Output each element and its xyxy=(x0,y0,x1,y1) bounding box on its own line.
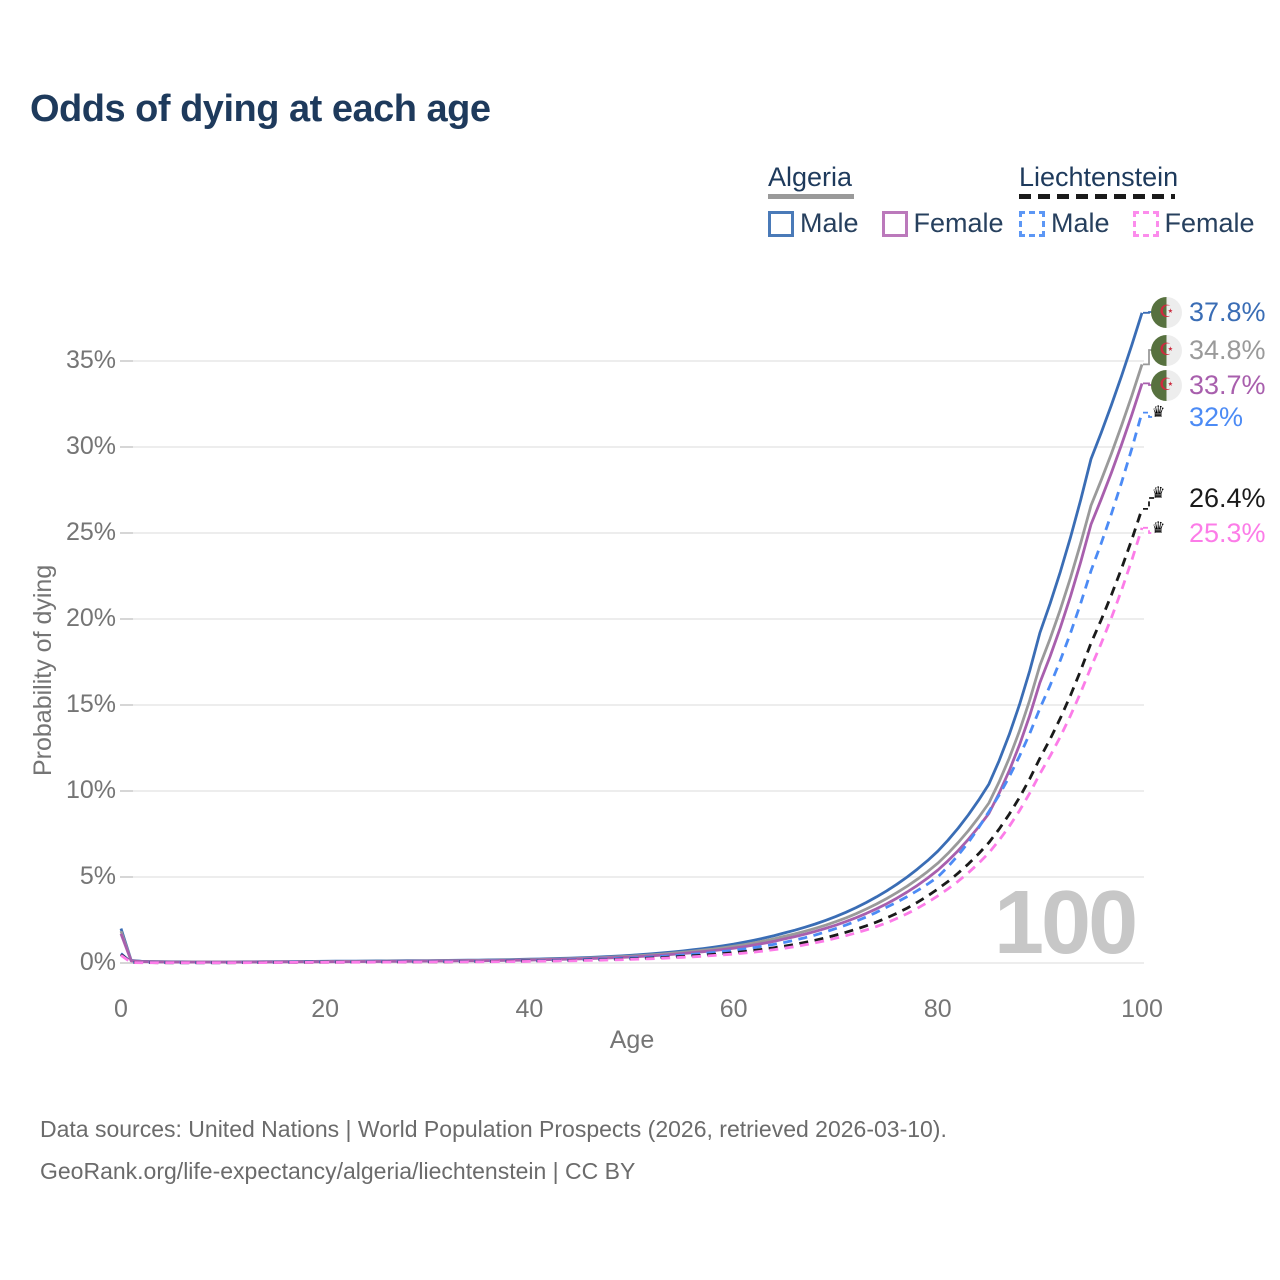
algeria-flag-icon: ☪ xyxy=(1151,296,1182,328)
y-tick-label: 15% xyxy=(65,690,116,718)
crown-icon: ♛ xyxy=(1151,484,1166,502)
series-end-label: ☪ 34.8% xyxy=(1151,334,1266,366)
x-tick-label: 20 xyxy=(311,995,340,1023)
legend-swatch-liechtenstein-male xyxy=(1019,210,1045,237)
x-axis-title: Age xyxy=(609,1026,655,1054)
legend-item-label: Female xyxy=(1164,208,1255,238)
y-tick-label: 20% xyxy=(65,604,116,632)
series-end-label: ☪ 37.8% xyxy=(1151,296,1266,328)
series-end-label: ♛ 25.3% xyxy=(1151,517,1266,549)
algeria-flag-icon: ☪ xyxy=(1151,334,1182,366)
liechtenstein-flag-icon: ♛ xyxy=(1151,402,1182,433)
page-title: Odds of dying at each age xyxy=(30,88,491,130)
legend-swatch-liechtenstein-female xyxy=(1132,210,1159,237)
legend-group-algeria-title: Algeria xyxy=(768,162,853,192)
algeria-flag-icon: ☪ xyxy=(1151,369,1182,401)
end-value-label: 26.4% xyxy=(1189,482,1266,513)
crescent-star-icon: ☪ xyxy=(1158,374,1175,394)
y-tick-label: 25% xyxy=(65,518,116,546)
x-tick-label: 100 xyxy=(1121,995,1163,1023)
crescent-star-icon: ☪ xyxy=(1158,301,1175,321)
legend-item-liechtenstein-female[interactable]: Female xyxy=(1132,208,1255,239)
data-source-line: Data sources: United Nations | World Pop… xyxy=(40,1116,947,1142)
legend-item-label: Female xyxy=(913,208,1004,238)
y-tick-label: 35% xyxy=(65,346,116,374)
y-axis-title: Probability of dying xyxy=(29,564,57,776)
legend-item-algeria-male[interactable]: Male xyxy=(768,208,859,239)
y-tick-label: 10% xyxy=(65,776,116,804)
legend-item-label: Male xyxy=(800,208,859,238)
series-line-liechtenstein-female xyxy=(120,527,1144,965)
legend-group-liechtenstein-title: Liechtenstein xyxy=(1019,162,1179,192)
x-tick-label: 40 xyxy=(515,995,544,1023)
crescent-star-icon: ☪ xyxy=(1158,339,1175,359)
legend-swatch-algeria-female xyxy=(881,210,908,237)
series-line-liechtenstein-male xyxy=(120,412,1144,965)
x-tick-label: 60 xyxy=(719,995,748,1023)
y-tick-label: 5% xyxy=(79,862,116,890)
legend-item-algeria-female[interactable]: Female xyxy=(881,208,1004,239)
series-end-label: ♛ 26.4% xyxy=(1151,482,1266,514)
x-tick-label: 0 xyxy=(114,995,128,1023)
attribution-line: GeoRank.org/life-expectancy/algeria/liec… xyxy=(40,1158,636,1184)
legend-item-label: Male xyxy=(1051,208,1110,238)
legend-group-liechtenstein: Liechtenstein Male Female xyxy=(1019,163,1278,239)
end-value-label: 32% xyxy=(1189,401,1244,432)
series-end-label: ☪ 33.7% xyxy=(1151,369,1266,401)
legend-underline-liechtenstein xyxy=(1019,194,1175,199)
end-label-connector xyxy=(1143,526,1155,534)
series-line-algeria-both-sexes- xyxy=(119,363,1144,964)
crown-icon: ♛ xyxy=(1151,519,1166,537)
series-line-liechtenstein-both-sexes- xyxy=(120,508,1144,965)
legend-swatch-algeria-male xyxy=(768,210,794,237)
series-line-algeria-female xyxy=(119,382,1144,964)
legend-underline-algeria xyxy=(768,194,854,199)
series-line-algeria-male xyxy=(119,312,1144,964)
end-value-label: 25.3% xyxy=(1189,517,1266,548)
end-value-label: 33.7% xyxy=(1189,369,1266,400)
y-tick-label: 30% xyxy=(65,432,116,460)
x-tick-label: 80 xyxy=(923,995,952,1023)
series-end-label: ♛ 32% xyxy=(1151,401,1243,433)
end-label-connector xyxy=(1143,411,1155,418)
end-value-label: 34.8% xyxy=(1189,334,1266,365)
y-tick-label: 0% xyxy=(79,948,116,976)
end-label-connector xyxy=(1143,497,1155,510)
crown-icon: ♛ xyxy=(1151,403,1166,421)
liechtenstein-flag-icon: ♛ xyxy=(1151,518,1182,549)
liechtenstein-flag-icon: ♛ xyxy=(1151,483,1182,514)
legend-item-liechtenstein-male[interactable]: Male xyxy=(1019,208,1110,239)
footer: Data sources: United Nations | World Pop… xyxy=(40,1108,947,1192)
hovered-age-watermark: 100 xyxy=(994,873,1138,973)
end-value-label: 37.8% xyxy=(1189,296,1266,327)
legend-group-algeria: Algeria Male Female xyxy=(768,163,1027,239)
